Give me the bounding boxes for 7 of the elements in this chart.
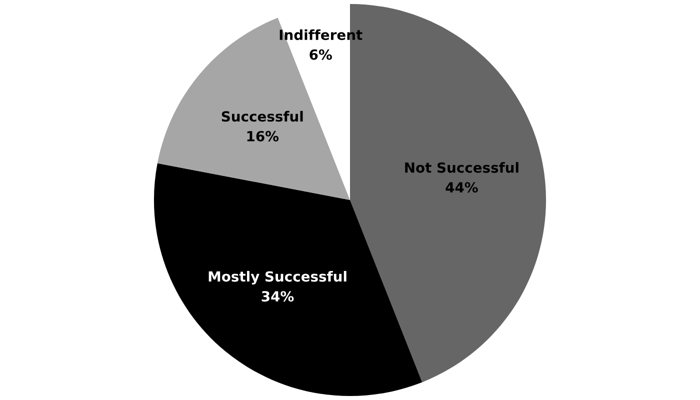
data-label: 6% [310,49,332,60]
slice-label: Not Successful [405,162,518,173]
data-label: 16% [247,130,279,142]
data-label: 44% [446,182,478,193]
slice-label: Successful [222,110,303,122]
slice-label: Mostly Successful [208,270,346,284]
data-label: 34% [262,291,294,302]
